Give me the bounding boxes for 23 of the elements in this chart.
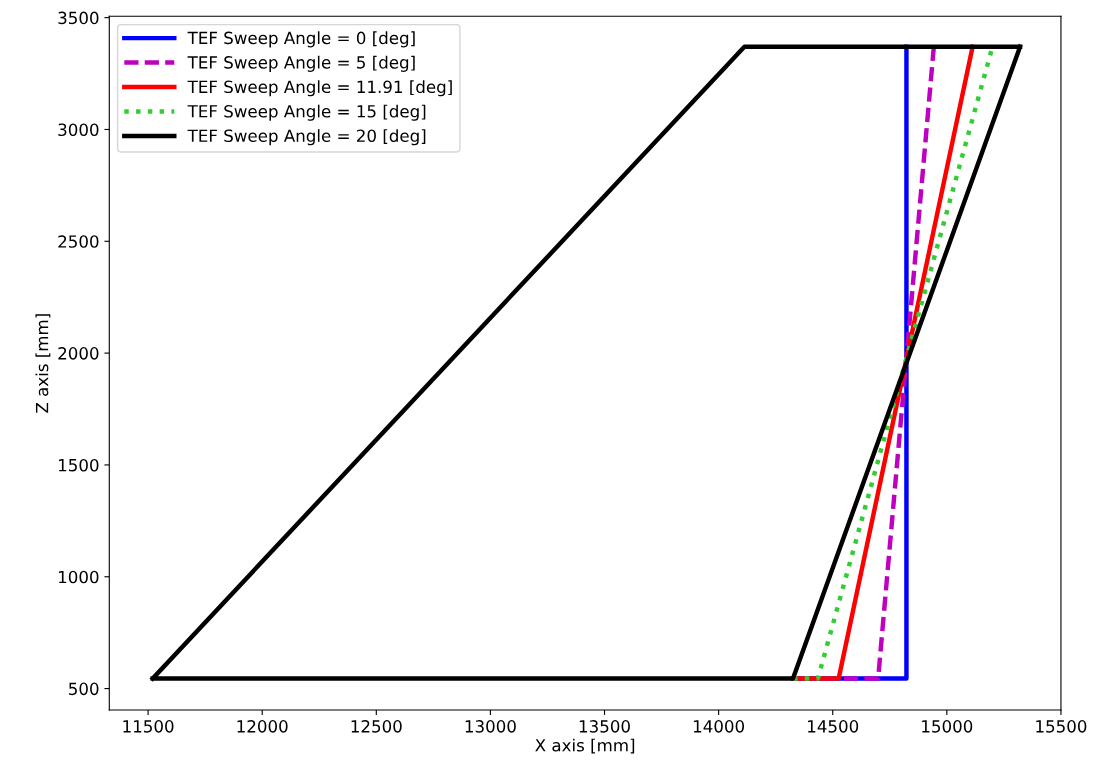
y-tick-label: 2500: [58, 235, 99, 248]
x-axis-title: X axis [mm]: [535, 738, 635, 754]
x-tick-label: 12500: [351, 720, 402, 733]
x-tick-label: 15500: [1036, 720, 1087, 733]
legend-label: TEF Sweep Angle = 15 [deg]: [187, 104, 426, 121]
y-tick-label: 2000: [58, 347, 99, 360]
x-tick-label: 12000: [237, 720, 288, 733]
y-tick-label: 3500: [58, 11, 99, 25]
y-tick-label: 3000: [58, 123, 99, 137]
x-tick-label: 11500: [123, 720, 174, 733]
legend-label: TEF Sweep Angle = 20 [deg]: [187, 129, 426, 146]
x-tick-label: 14500: [808, 720, 859, 733]
legend-label: TEF Sweep Angle = 11.91 [deg]: [187, 80, 452, 97]
x-tick-label: 13500: [579, 720, 630, 733]
y-tick-label: 500: [69, 682, 99, 696]
y-tick-label: 1500: [58, 458, 99, 472]
legend-label: TEF Sweep Angle = 5 [deg]: [187, 55, 415, 72]
x-tick-label: 13000: [465, 720, 516, 733]
legend-label: TEF Sweep Angle = 0 [deg]: [187, 31, 415, 48]
x-tick-label: 14000: [693, 720, 745, 733]
x-tick-label: 15000: [922, 720, 973, 733]
y-tick-label: 1000: [58, 570, 99, 584]
y-axis-title: Z axis [mm]: [35, 314, 51, 413]
